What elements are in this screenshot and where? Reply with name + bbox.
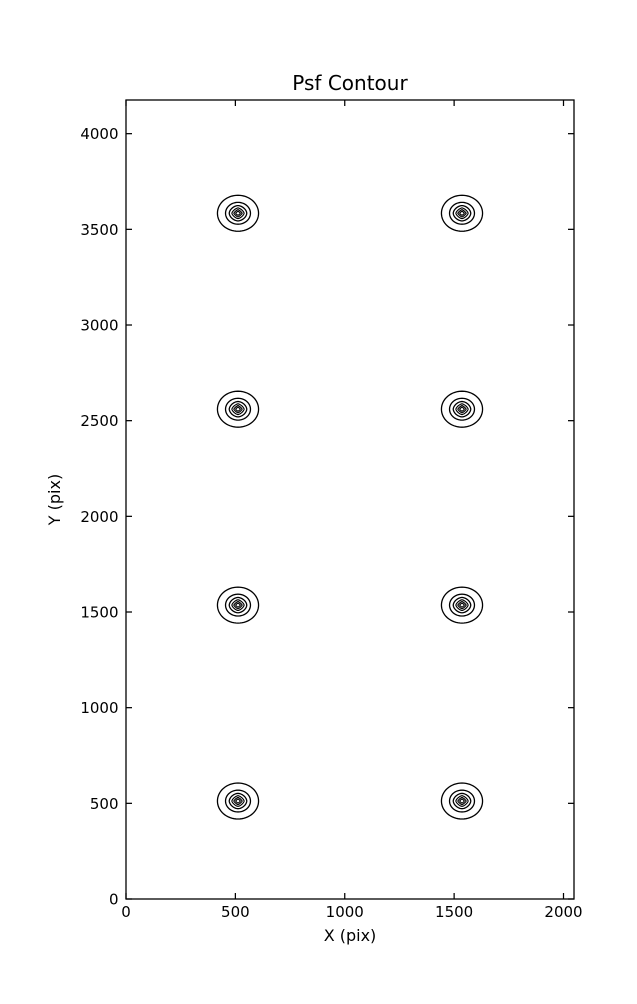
y-tick-label: 1000: [80, 699, 118, 717]
contour-ring: [231, 795, 245, 807]
psf-contour-blob: [440, 194, 484, 232]
contour-ring: [452, 400, 472, 418]
contour-ring: [224, 201, 252, 225]
y-tick-label: 500: [90, 795, 119, 813]
contour-ring: [455, 599, 469, 612]
contour-ring: [459, 798, 465, 804]
contour-ring: [216, 782, 260, 820]
contour-ring: [440, 586, 484, 624]
contour-ring: [235, 406, 241, 412]
x-tick-label: 500: [221, 903, 250, 921]
contour-ring: [459, 210, 465, 216]
contour-ring: [235, 210, 241, 216]
psf-contour-blob: [216, 782, 260, 820]
contour-ring: [457, 600, 467, 610]
contour-ring: [224, 789, 252, 813]
contour-ring: [224, 397, 252, 421]
contour-ring: [228, 400, 248, 418]
contour-ring: [231, 403, 245, 416]
y-tick-label: 2000: [80, 508, 118, 526]
x-tick-label: 0: [121, 903, 131, 921]
contour-ring: [440, 390, 484, 428]
psf-contour-blob: [216, 390, 260, 428]
contour-ring: [455, 207, 469, 220]
contour-ring: [233, 209, 243, 218]
x-tick-label: 1000: [326, 903, 364, 921]
contour-ring: [457, 209, 467, 218]
contour-ring: [440, 782, 484, 820]
contour-ring: [457, 796, 467, 806]
contour-ring: [459, 602, 465, 608]
contour-ring: [216, 586, 260, 624]
contour-ring: [233, 600, 243, 610]
x-axis-label: X (pix): [324, 926, 377, 945]
contour-ring: [233, 404, 243, 414]
axes-border: [125, 99, 575, 900]
contour-ring: [235, 602, 241, 608]
contour-ring: [216, 194, 260, 232]
contour-blobs: [216, 194, 484, 820]
contour-ring: [448, 397, 476, 421]
contour-ring: [235, 798, 241, 804]
x-tick-label: 1500: [435, 903, 473, 921]
contour-ring: [233, 796, 243, 806]
tick-labels: 0 500 1000 1500 2000 0 500 1000 1500 2000 2500 3000…: [80, 125, 582, 921]
contour-ring: [231, 207, 245, 220]
contour-ring: [459, 406, 465, 412]
psf-contour-blob: [440, 782, 484, 820]
y-tick-label: 3500: [80, 221, 118, 239]
psf-contour-blob: [440, 390, 484, 428]
contour-ring: [455, 403, 469, 416]
y-tick-label: 0: [109, 891, 119, 909]
contour-ring: [452, 792, 472, 810]
contour-ring: [231, 599, 245, 612]
plot-frame: [125, 99, 575, 900]
contour-ring: [448, 593, 476, 617]
contour-ring: [216, 390, 260, 428]
psf-contour-blob: [440, 586, 484, 624]
contour-ring: [448, 201, 476, 225]
plot-title: Psf Contour: [292, 71, 408, 95]
contour-ring: [452, 204, 472, 222]
axis-ticks: [125, 100, 574, 900]
contour-ring: [224, 593, 252, 617]
contour-ring: [457, 404, 467, 414]
y-tick-label: 2500: [80, 412, 118, 430]
contour-ring: [455, 795, 469, 807]
psf-contour-blob: [216, 586, 260, 624]
contour-ring: [228, 596, 248, 614]
contour-ring: [452, 596, 472, 614]
y-tick-label: 4000: [80, 125, 118, 143]
y-tick-label: 3000: [80, 317, 118, 335]
contour-ring: [228, 204, 248, 222]
x-tick-label: 2000: [544, 903, 582, 921]
contour-ring: [228, 792, 248, 810]
contour-ring: [448, 789, 476, 813]
contour-ring: [440, 194, 484, 232]
y-axis-label: Y (pix): [45, 474, 64, 526]
psf-contour-blob: [216, 194, 260, 232]
y-tick-label: 1500: [80, 604, 118, 622]
